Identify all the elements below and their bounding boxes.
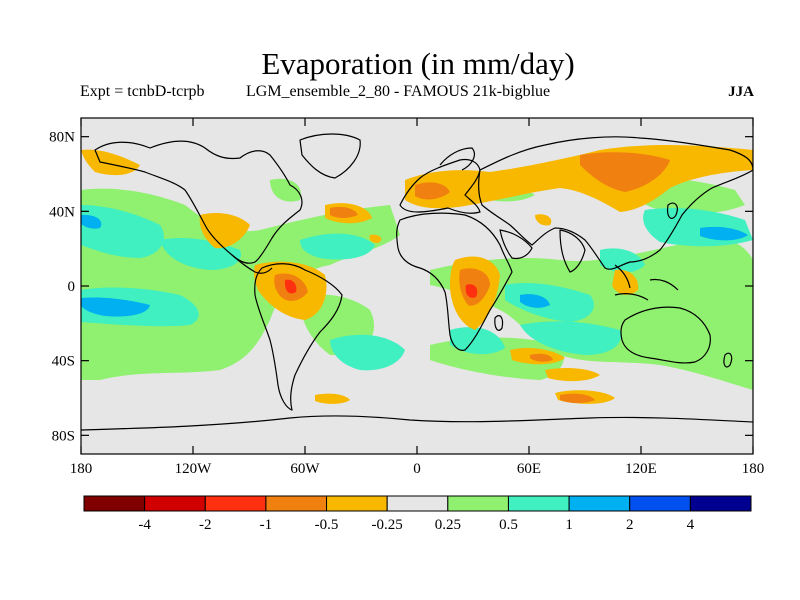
plot-title: Evaporation (in mm/day) xyxy=(261,46,575,81)
lon-tick-label: 60W xyxy=(290,461,320,477)
lon-tick-label: 120W xyxy=(175,461,213,477)
experiment-label: Expt = tcnbD-tcrpb xyxy=(80,83,205,100)
lat-tick-label: 0 xyxy=(68,279,76,295)
colorbar-label: 0.25 xyxy=(435,517,461,533)
lon-tick-label: 60E xyxy=(517,461,541,477)
colorbar-swatch xyxy=(144,495,206,512)
field-negative-medium xyxy=(274,152,670,403)
colorbar-label: 2 xyxy=(626,517,634,533)
colorbar-swatch xyxy=(447,495,509,512)
season-label: JJA xyxy=(728,84,754,100)
lat-tick-label: 40N xyxy=(49,204,75,220)
map-panel xyxy=(81,118,753,454)
colorbar-label: 0.5 xyxy=(499,517,518,533)
lon-tick-label: 0 xyxy=(413,461,421,477)
longitude-axis: 180 120W 60W 0 60E 120E 180 xyxy=(70,118,765,477)
coastlines xyxy=(81,133,753,431)
colorbar-swatch xyxy=(204,495,267,512)
colorbar-swatch xyxy=(629,495,691,512)
lon-tick-label: 180 xyxy=(742,461,765,477)
colorbar-swatch xyxy=(83,495,146,512)
lat-tick-label: 40S xyxy=(52,354,75,370)
colorbar-swatch xyxy=(265,495,328,512)
colorbar-swatch xyxy=(689,495,752,512)
field-negative-large xyxy=(284,279,478,298)
colorbar-label: -4 xyxy=(138,517,151,533)
colorbar-label: 1 xyxy=(565,517,573,533)
colorbar-swatch xyxy=(507,495,570,512)
run-label: LGM_ensemble_2_80 - FAMOUS 21k-bigblue xyxy=(246,83,551,100)
colorbar-swatch xyxy=(568,495,631,512)
lon-tick-label: 180 xyxy=(70,461,93,477)
colorbar-label: -0.25 xyxy=(372,517,403,533)
colorbar-label: -2 xyxy=(199,517,212,533)
colorbar-label: -0.5 xyxy=(315,517,339,533)
field-positive-large xyxy=(81,214,748,317)
lat-tick-label: 80N xyxy=(49,130,75,146)
colorbar-label: 4 xyxy=(687,517,695,533)
colorbar-swatch xyxy=(326,495,388,512)
lon-tick-label: 120E xyxy=(625,461,657,477)
colorbar-swatch xyxy=(386,495,449,512)
colorbar: -4 -2 -1 -0.5 -0.25 0.25 0.5 1 2 4 xyxy=(83,495,752,533)
lat-tick-label: 80S xyxy=(52,428,75,444)
latitude-axis: 80N 40N 0 40S 80S xyxy=(49,130,753,444)
colorbar-label: -1 xyxy=(260,517,273,533)
